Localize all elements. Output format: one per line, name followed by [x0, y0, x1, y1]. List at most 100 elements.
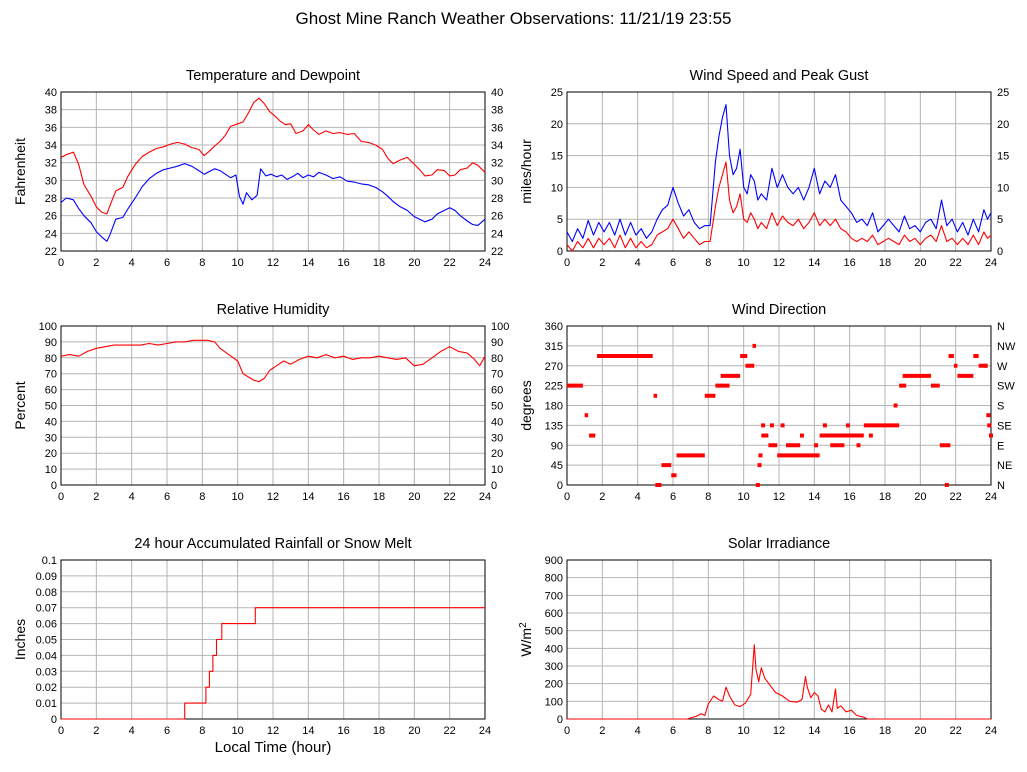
y-tick-label: 90 [551, 440, 563, 452]
plot-frame [60, 559, 486, 720]
y-right-tick-label: 40 [491, 87, 503, 99]
direction-point [856, 443, 861, 448]
x-tick-label: 16 [338, 257, 350, 269]
chart-rh: 0 2 4 6 8 10 12 14 16 18 20 22 240102030405060708090… [12, 302, 509, 503]
y-tick-label: 30 [45, 432, 57, 444]
y-tick-label: 100 [39, 321, 57, 333]
y-tick-label: 0.02 [36, 682, 57, 694]
y-axis-label-superscript: 2 [518, 622, 529, 628]
y-right-tick-label: 10 [491, 464, 503, 476]
x-tick-label: 8 [199, 725, 205, 737]
y-tick-label: 225 [545, 381, 563, 393]
plot-frame [566, 91, 992, 252]
y-right-tick-label: NW [997, 341, 1016, 353]
y-tick-label: 100 [545, 696, 563, 708]
y-right-tick-label: 5 [997, 214, 1003, 226]
y-right-tick-label: 22 [491, 246, 503, 258]
x-tick-label: 16 [844, 491, 856, 503]
y-tick-label: 60 [45, 385, 57, 397]
y-right-tick-label: 40 [491, 416, 503, 428]
y-tick-label: 500 [545, 626, 563, 638]
x-tick-label: 14 [808, 257, 820, 269]
x-tick-label: 22 [444, 725, 456, 737]
y-tick-label: 600 [545, 608, 563, 620]
y-tick-label: 270 [545, 361, 563, 373]
series-line-1 [566, 104, 992, 243]
x-tick-label: 6 [670, 725, 676, 737]
y-tick-label: 0.05 [36, 635, 57, 647]
direction-point [983, 363, 988, 368]
x-tick-label: 12 [267, 491, 279, 503]
panel-title: Wind Direction [732, 302, 826, 318]
x-tick-label: 6 [164, 491, 170, 503]
x-tick-label: 0 [564, 257, 570, 269]
y-right-tick-label: SW [997, 381, 1015, 393]
x-tick-label: 14 [808, 491, 820, 503]
panel-title: Relative Humidity [217, 302, 331, 318]
y-tick-label: 34 [45, 140, 57, 152]
y-right-tick-label: 80 [491, 353, 503, 365]
x-tick-label: 6 [164, 257, 170, 269]
x-tick-label: 24 [479, 491, 491, 503]
x-tick-label: 10 [738, 725, 750, 737]
x-tick-label: 20 [914, 725, 926, 737]
panel-title: Solar Irradiance [728, 536, 830, 552]
y-tick-label: 135 [545, 420, 563, 432]
x-axis-label: Local Time (hour) [215, 739, 332, 756]
y-right-tick-label: 24 [491, 228, 503, 240]
y-tick-label: 0 [557, 246, 563, 258]
x-tick-label: 14 [808, 725, 820, 737]
y-tick-label: 200 [545, 679, 563, 691]
y-right-tick-label: 30 [491, 175, 503, 187]
x-tick-label: 4 [635, 725, 641, 737]
direction-point [769, 423, 774, 428]
x-tick-label: 16 [338, 725, 350, 737]
x-tick-label: 4 [635, 257, 641, 269]
y-tick-label: 24 [45, 228, 57, 240]
x-tick-label: 8 [705, 491, 711, 503]
series-line-2 [60, 163, 486, 242]
y-tick-label: 0 [51, 714, 57, 726]
direction-point [868, 433, 873, 438]
y-tick-label: 36 [45, 122, 57, 134]
x-tick-label: 2 [93, 725, 99, 737]
y-tick-label: 32 [45, 158, 57, 170]
x-tick-label: 20 [914, 257, 926, 269]
plot-frame [566, 559, 992, 720]
direction-point [989, 433, 993, 438]
y-right-tick-label: 15 [997, 151, 1009, 163]
x-tick-label: 24 [479, 725, 491, 737]
x-tick-label: 18 [373, 491, 385, 503]
y-tick-label: 22 [45, 246, 57, 258]
y-tick-label: 0.04 [36, 650, 57, 662]
direction-point [814, 443, 819, 448]
y-axis-label: Fahrenheit [12, 138, 28, 205]
x-tick-label: 6 [670, 491, 676, 503]
x-tick-label: 18 [879, 257, 891, 269]
x-tick-label: 24 [985, 491, 997, 503]
chart-solar: 0 2 4 6 8 10 12 14 16 18 20 22 240100200300400500600… [518, 536, 998, 737]
y-right-tick-label: 26 [491, 211, 503, 223]
y-tick-label: 0.07 [36, 603, 57, 615]
x-tick-label: 2 [599, 725, 605, 737]
y-tick-label: 90 [45, 337, 57, 349]
x-tick-label: 20 [408, 491, 420, 503]
y-right-tick-label: 90 [491, 337, 503, 349]
direction-point [986, 413, 991, 418]
x-tick-label: 14 [302, 257, 314, 269]
y-tick-label: 0.1 [42, 555, 57, 567]
y-tick-label: 50 [45, 401, 57, 413]
y-right-tick-label: S [997, 401, 1004, 413]
y-tick-label: 30 [45, 175, 57, 187]
y-axis-label: W/m2 [518, 622, 535, 657]
panel-title: Wind Speed and Peak Gust [690, 68, 869, 84]
direction-point [799, 433, 804, 438]
y-right-tick-label: 38 [491, 105, 503, 117]
x-tick-label: 2 [93, 491, 99, 503]
y-tick-label: 180 [545, 401, 563, 413]
x-tick-label: 10 [232, 491, 244, 503]
x-tick-label: 20 [408, 257, 420, 269]
x-tick-label: 6 [670, 257, 676, 269]
y-right-tick-label: SE [997, 420, 1012, 432]
y-axis-label: Percent [12, 381, 28, 429]
